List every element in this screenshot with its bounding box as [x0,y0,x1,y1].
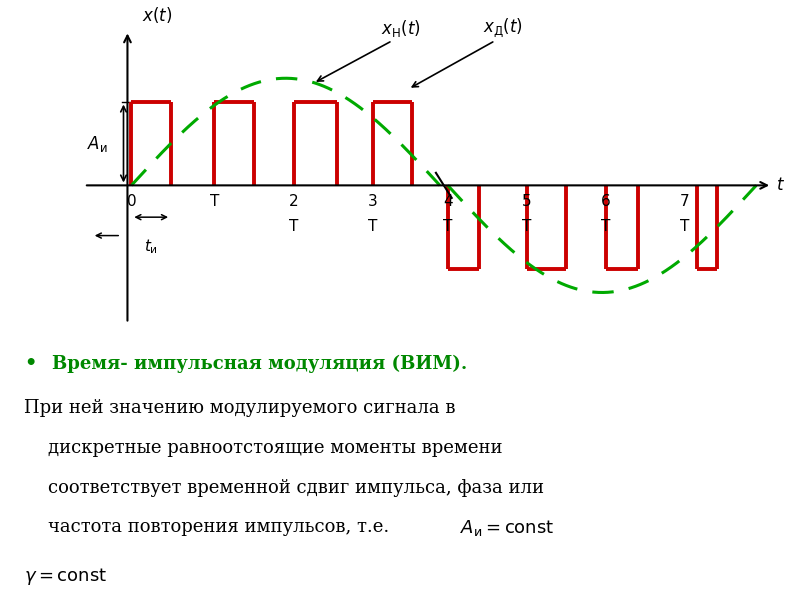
Text: T: T [602,219,610,234]
Text: Время- импульсная модуляция (ВИМ).: Время- импульсная модуляция (ВИМ). [52,355,467,373]
Text: T: T [368,219,378,234]
Text: 2: 2 [289,194,298,209]
Text: $t$: $t$ [776,176,785,194]
Text: 0: 0 [126,194,136,209]
Text: частота повторения импульсов, т.е.: частота повторения импульсов, т.е. [48,518,390,536]
Text: $x(t)$: $x(t)$ [142,5,172,25]
Text: $t_{\rm и}$: $t_{\rm и}$ [144,237,158,256]
Text: При ней значению модулируемого сигнала в: При ней значению модулируемого сигнала в [24,400,455,418]
Text: T: T [443,219,453,234]
Text: 4: 4 [443,194,453,209]
Text: T: T [680,219,690,234]
Text: •: • [24,355,36,373]
Text: T: T [210,194,219,209]
Text: соответствует временной сдвиг импульса, фаза или: соответствует временной сдвиг импульса, … [48,479,544,497]
Text: 3: 3 [368,194,378,209]
Text: 5: 5 [522,194,532,209]
Text: 6: 6 [601,194,611,209]
Text: 7: 7 [680,194,690,209]
Text: $\gamma = \mathrm{const}$: $\gamma = \mathrm{const}$ [24,566,107,587]
Text: $A_{\rm и}$: $A_{\rm и}$ [87,134,108,154]
Text: T: T [522,219,531,234]
Text: $A_{\rm и} = \mathrm{const}$: $A_{\rm и} = \mathrm{const}$ [460,518,554,538]
Text: дискретные равноотстоящие моменты времени: дискретные равноотстоящие моменты времен… [48,439,502,457]
Text: T: T [289,219,298,234]
Text: $x_{\rm Д}(t)$: $x_{\rm Д}(t)$ [483,16,523,39]
Text: $x_{\rm Н}(t)$: $x_{\rm Н}(t)$ [381,18,420,39]
